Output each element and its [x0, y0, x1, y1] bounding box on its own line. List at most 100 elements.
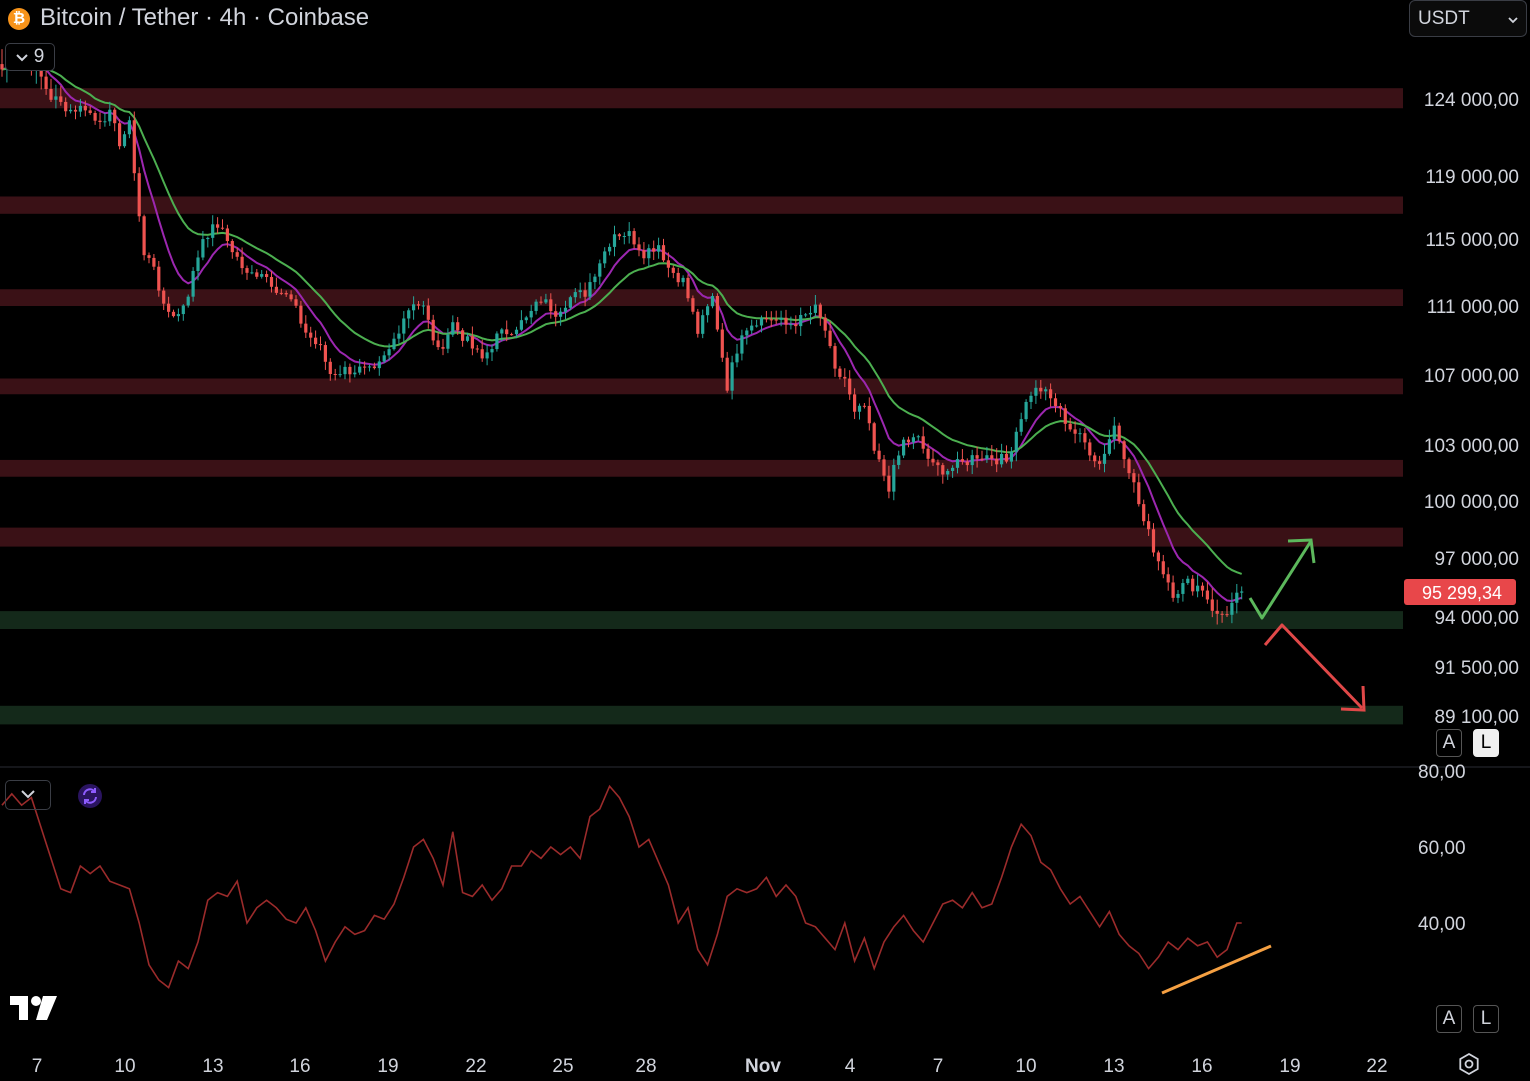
candle-body — [1205, 590, 1209, 600]
candle-body — [872, 423, 876, 451]
candle-body — [931, 458, 935, 463]
candle-body — [314, 337, 318, 345]
candle — [1142, 499, 1146, 526]
candle — [789, 316, 793, 330]
candle — [563, 300, 568, 320]
candle — [1039, 379, 1043, 399]
time-tick-label: 19 — [1279, 1056, 1300, 1077]
candle-body — [970, 455, 974, 466]
rsi-tick-label: 40,00 — [1418, 914, 1466, 935]
candle — [730, 355, 734, 400]
indicator-legend-toggle[interactable] — [5, 780, 51, 810]
candle — [495, 331, 499, 352]
candle — [1098, 455, 1102, 470]
candle — [108, 101, 112, 126]
candle — [353, 365, 357, 378]
candle — [299, 300, 303, 328]
chevron-down-icon — [15, 46, 28, 68]
candle-body — [784, 317, 788, 325]
candle-body — [1147, 521, 1151, 530]
candle-body — [1000, 453, 1004, 465]
currency-select[interactable]: USDT — [1409, 0, 1527, 37]
sync-icon[interactable] — [77, 783, 103, 809]
candle — [1112, 416, 1116, 450]
candle — [985, 446, 989, 463]
candle-body — [402, 318, 406, 334]
candle — [412, 296, 416, 320]
candle-body — [862, 405, 866, 407]
time-tick-label: 19 — [377, 1056, 398, 1077]
candle — [421, 300, 425, 315]
candle-body — [1181, 583, 1185, 594]
candle — [0, 49, 4, 77]
candle-body — [804, 314, 808, 316]
candle — [784, 309, 788, 334]
candle-body — [951, 467, 955, 471]
candle — [632, 228, 636, 249]
candle — [191, 267, 195, 302]
candle-body — [671, 267, 675, 273]
candle-body — [1191, 578, 1195, 592]
candle — [196, 250, 200, 281]
candle-body — [573, 292, 577, 298]
candle-body — [818, 304, 822, 318]
candle — [1044, 386, 1048, 401]
candle-body — [377, 361, 381, 369]
candle-body — [1176, 593, 1180, 598]
candle — [965, 458, 969, 472]
candle-body — [745, 330, 749, 336]
candle — [990, 445, 994, 467]
resistance-zone — [0, 289, 1403, 306]
candle — [132, 111, 136, 181]
candle — [343, 361, 347, 380]
candle — [431, 314, 435, 346]
candle — [451, 315, 455, 337]
chevron-down-icon — [21, 786, 35, 804]
candle — [862, 402, 866, 409]
candle-body — [764, 318, 768, 320]
candle-body — [514, 329, 519, 335]
candle — [64, 97, 68, 117]
candle — [284, 290, 288, 297]
candle-body — [157, 266, 161, 291]
candle-body — [1142, 504, 1146, 522]
currency-value: USDT — [1418, 7, 1470, 29]
candle — [1083, 428, 1087, 450]
rsi-axis: 80,00 60,00 40,00 — [1418, 762, 1466, 935]
candle — [769, 311, 773, 328]
candle — [681, 275, 685, 287]
candle-body — [147, 255, 151, 258]
symbol-title[interactable]: Bitcoin / Tether · 4h · Coinbase — [40, 4, 370, 31]
candle — [137, 167, 141, 222]
candle-body — [549, 299, 553, 312]
candle-body — [412, 304, 416, 311]
candle — [358, 358, 362, 375]
rsi-log-scale-button[interactable]: L — [1473, 1005, 1499, 1033]
time-tick-label: 4 — [845, 1056, 856, 1077]
rsi-auto-scale-button[interactable]: A — [1436, 1005, 1462, 1033]
candle-body — [201, 239, 205, 258]
candle-body — [681, 277, 685, 283]
candle-body — [83, 105, 87, 111]
indicator-count: 9 — [33, 46, 45, 67]
candle — [622, 232, 626, 245]
candle-body — [1029, 395, 1033, 402]
candle — [1068, 417, 1072, 432]
candle-body — [235, 252, 239, 257]
candle-body — [216, 224, 220, 228]
settings-gear-icon[interactable] — [1457, 1052, 1481, 1081]
collapse-legend-button[interactable]: 9 — [5, 43, 55, 71]
candle — [118, 119, 122, 150]
candle — [1240, 586, 1244, 600]
candle-body — [524, 317, 528, 321]
candle-body — [706, 306, 710, 316]
candle-body — [162, 290, 166, 304]
auto-scale-button[interactable]: A — [1436, 729, 1462, 757]
candle — [1235, 583, 1239, 614]
candle — [559, 307, 563, 326]
candle — [1107, 429, 1111, 456]
candle — [333, 368, 337, 381]
chevron-down-icon — [1508, 8, 1518, 30]
log-scale-button[interactable]: L — [1473, 729, 1499, 757]
